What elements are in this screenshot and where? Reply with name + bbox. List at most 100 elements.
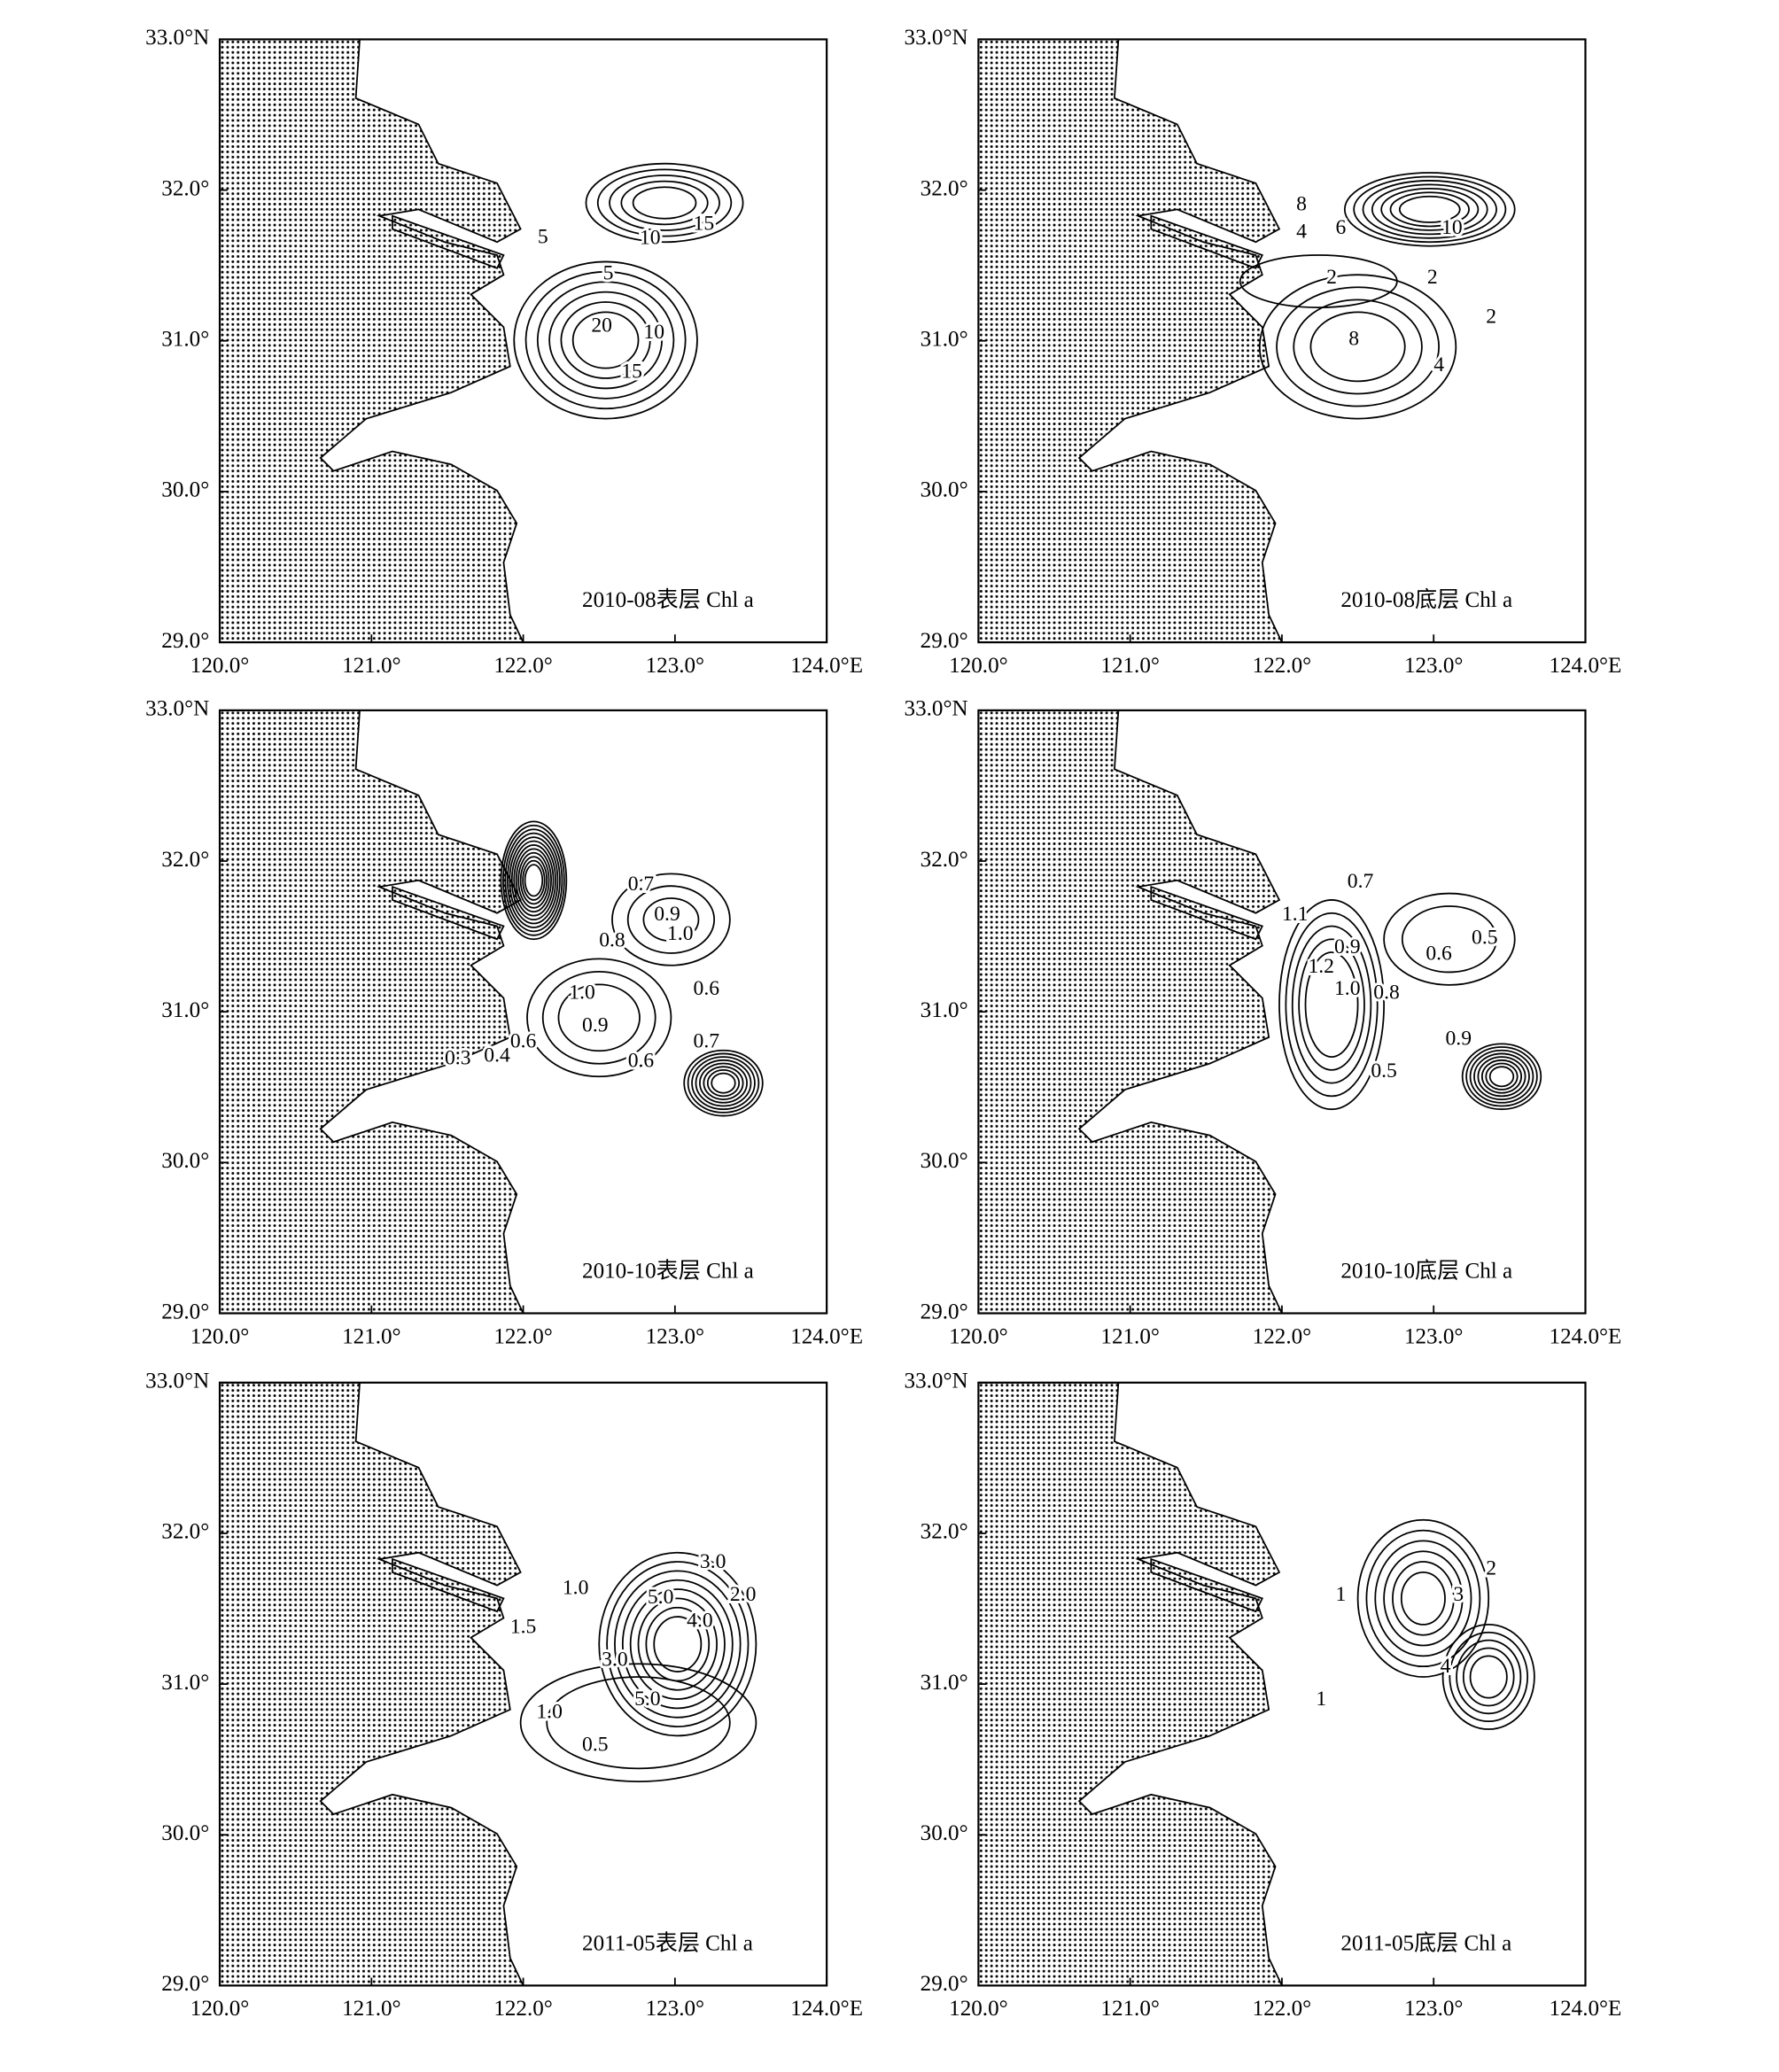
- panel-title: 2011-05表层 Chl a: [582, 1930, 753, 1955]
- panel-title: 2011-05底层 Chl a: [1340, 1930, 1511, 1955]
- contour-label: 10: [643, 321, 664, 344]
- contour-line: [703, 1066, 744, 1100]
- contour-label: 0.7: [1348, 870, 1374, 893]
- contour-line: [706, 1069, 741, 1098]
- contour-label: 0.6: [694, 977, 720, 1000]
- y-tick-label: 33.0°N: [145, 26, 209, 50]
- contour-line: [606, 1561, 750, 1727]
- contour-line: [1473, 1052, 1530, 1100]
- contour-line: [1462, 1647, 1515, 1707]
- contour-line: [699, 1062, 748, 1104]
- contour-line: [515, 848, 552, 913]
- x-tick-label: 122.0°: [493, 1997, 553, 2021]
- contour-line: [585, 162, 744, 244]
- y-tick-label: 29.0°: [161, 1300, 209, 1323]
- contour-label: 10: [640, 227, 661, 250]
- contour-line: [1291, 925, 1372, 1084]
- y-tick-label: 33.0°N: [905, 1370, 968, 1393]
- contour-line: [1343, 172, 1516, 247]
- contour-line: [1392, 1561, 1455, 1636]
- x-tick-label: 121.0°: [1100, 1997, 1159, 2021]
- map-panel: 0.70.91.00.81.00.90.60.60.70.3 0.40.6120.…: [145, 697, 863, 1349]
- contour-label: 2: [1486, 1556, 1496, 1579]
- contour-line: [1380, 187, 1480, 231]
- contour-label: 0.8: [599, 929, 625, 952]
- contour-line: [517, 851, 550, 909]
- x-tick-label: 124.0°E: [790, 1997, 863, 2021]
- contour-line: [1449, 1631, 1529, 1723]
- contour-line: [1477, 1056, 1527, 1098]
- contour-label: 0.9: [1334, 935, 1361, 958]
- contour-label: 2.0: [730, 1583, 757, 1606]
- contour-label: 0.3: [445, 1046, 471, 1069]
- contour-line: [596, 168, 733, 237]
- contour-line: [1383, 892, 1516, 986]
- land: [220, 710, 524, 1314]
- x-tick-label: 121.0°: [342, 1997, 401, 2021]
- x-tick-label: 123.0°: [1404, 1324, 1464, 1348]
- y-tick-label: 30.0°: [921, 478, 968, 502]
- x-tick-label: 120.0°: [190, 654, 250, 678]
- y-tick-label: 32.0°: [921, 176, 968, 200]
- contour-line: [620, 180, 709, 226]
- contour-line: [1374, 1540, 1472, 1657]
- contour-label: 2: [1326, 266, 1337, 289]
- y-tick-label: 29.0°: [921, 1300, 968, 1323]
- contour-label: 15: [621, 360, 642, 383]
- x-tick-label: 122.0°: [1253, 1324, 1312, 1348]
- x-tick-label: 121.0°: [342, 1324, 401, 1348]
- contour-line: [506, 832, 561, 928]
- map-panel: 1 23 4 1 120.0° 121.0° 122.0° 123.0° 124.0°E 33.0…: [905, 1370, 1622, 2022]
- land: [220, 1382, 524, 1986]
- contour-line: [522, 859, 546, 901]
- y-tick-label: 29.0°: [921, 629, 968, 653]
- contour-line: [1239, 254, 1398, 308]
- contour-label: 5.0: [648, 1586, 674, 1609]
- contour-label: 4: [1433, 353, 1444, 376]
- y-tick-label: 30.0°: [921, 1149, 968, 1173]
- contour-line: [1258, 274, 1457, 420]
- contour-line: [541, 970, 656, 1065]
- contour-line: [1469, 1655, 1508, 1699]
- map-body: 0.70.91.00.81.00.90.60.60.70.3 0.40.6: [220, 710, 764, 1314]
- contour-label: 20: [591, 314, 612, 338]
- contour-line: [1383, 1550, 1464, 1647]
- contour-line: [637, 1597, 718, 1691]
- y-tick-label: 29.0°: [161, 1972, 209, 1996]
- contour-line: [1389, 191, 1470, 228]
- contour-label: 3.0: [700, 1550, 726, 1573]
- contour-label: 8: [1348, 327, 1359, 350]
- contour-label: 4: [1441, 1655, 1451, 1678]
- contour-line: [1456, 1639, 1522, 1715]
- contour-line: [1461, 1043, 1542, 1111]
- contour-line: [509, 836, 559, 925]
- contour-label: 4.0: [687, 1609, 713, 1632]
- contour-label: 15: [694, 213, 715, 236]
- contour-line: [519, 856, 548, 905]
- contour-line: [629, 1588, 726, 1700]
- contour-line: [546, 1676, 731, 1770]
- contour-line: [626, 885, 716, 954]
- y-tick-label: 33.0°N: [905, 26, 968, 50]
- x-tick-label: 121.0°: [1100, 1324, 1159, 1348]
- contour-line: [513, 844, 555, 917]
- x-tick-label: 123.0°: [646, 1324, 705, 1348]
- x-tick-label: 120.0°: [190, 1324, 250, 1348]
- contour-line: [1353, 175, 1507, 244]
- contour-label: 1.5: [510, 1616, 537, 1639]
- x-tick-label: 122.0°: [493, 1324, 553, 1348]
- x-tick-label: 120.0°: [949, 1997, 1008, 2021]
- contour-line: [1469, 1049, 1534, 1104]
- contour-label: 0.7: [628, 873, 655, 896]
- contour-label: 1.0: [1334, 977, 1361, 1000]
- x-tick-label: 122.0°: [1253, 654, 1312, 678]
- x-tick-label: 123.0°: [646, 1997, 705, 2021]
- contour-line: [711, 1072, 736, 1094]
- x-tick-label: 123.0°: [1404, 1997, 1464, 2021]
- y-tick-label: 30.0°: [161, 1821, 209, 1845]
- contour-line: [1480, 1059, 1523, 1094]
- contour-line: [513, 260, 698, 420]
- contour-label: 1.0: [569, 982, 595, 1005]
